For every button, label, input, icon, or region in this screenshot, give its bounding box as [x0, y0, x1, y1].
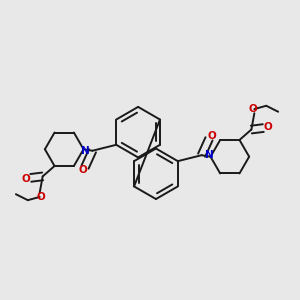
Text: O: O — [37, 192, 46, 202]
Text: O: O — [263, 122, 272, 132]
Text: N: N — [205, 150, 213, 160]
Text: N: N — [81, 146, 89, 156]
Text: O: O — [78, 165, 87, 175]
Text: O: O — [22, 174, 31, 184]
Text: O: O — [248, 104, 257, 114]
Text: O: O — [207, 131, 216, 141]
